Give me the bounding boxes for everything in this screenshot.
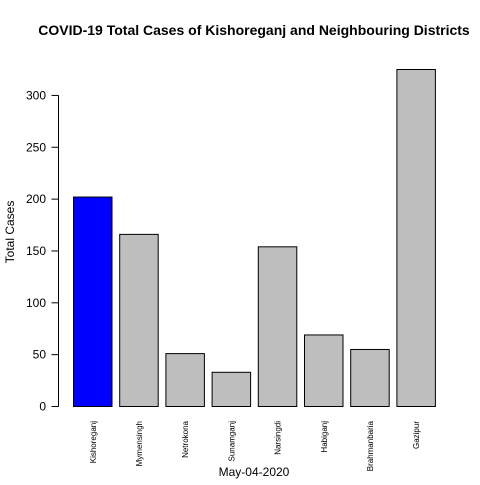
- x-tick-labels: Kishoreganj Mymensingh Netrokona Sunamganj N…: [89, 420, 421, 471]
- y-tick-label: 300: [26, 88, 46, 102]
- bar-narsingdi: [257, 246, 298, 407]
- y-tick-label: 50: [33, 348, 47, 362]
- y-tick-label: 200: [26, 192, 46, 206]
- y-tick-label: 0: [39, 400, 46, 414]
- x-tick-label: Narsingdi: [274, 421, 283, 455]
- x-tick-label: Habiganj: [320, 421, 329, 453]
- y-tick-label: 150: [26, 244, 46, 258]
- x-tick-label: Mymensingh: [135, 421, 144, 466]
- bar-gazipur: [396, 69, 436, 407]
- y-axis: 0 50 100 150 200 250 300: [26, 88, 59, 414]
- y-tick-label: 100: [26, 296, 46, 310]
- y-axis-label: Total Cases: [3, 201, 17, 264]
- bar-habiganj: [304, 334, 344, 407]
- bar-netrokona: [165, 353, 205, 407]
- x-tick-label: Netrokona: [181, 420, 190, 457]
- bar-mymensingh: [119, 233, 159, 407]
- x-tick-label: Kishoreganj: [89, 421, 98, 463]
- x-axis-label: May-04-2020: [219, 465, 290, 479]
- bar-sunamganj: [211, 371, 252, 407]
- x-tick-label: Gazipur: [412, 421, 421, 449]
- bar-kishoreganj: [73, 196, 113, 407]
- chart-title: COVID-19 Total Cases of Kishoreganj and …: [38, 22, 470, 38]
- bar-brahmanbaria: [350, 348, 390, 408]
- bars: [73, 69, 436, 408]
- y-tick-label: 250: [26, 140, 46, 154]
- x-tick-label: Sunamganj: [227, 421, 236, 462]
- x-tick-label: Brahmanbaria: [366, 420, 375, 471]
